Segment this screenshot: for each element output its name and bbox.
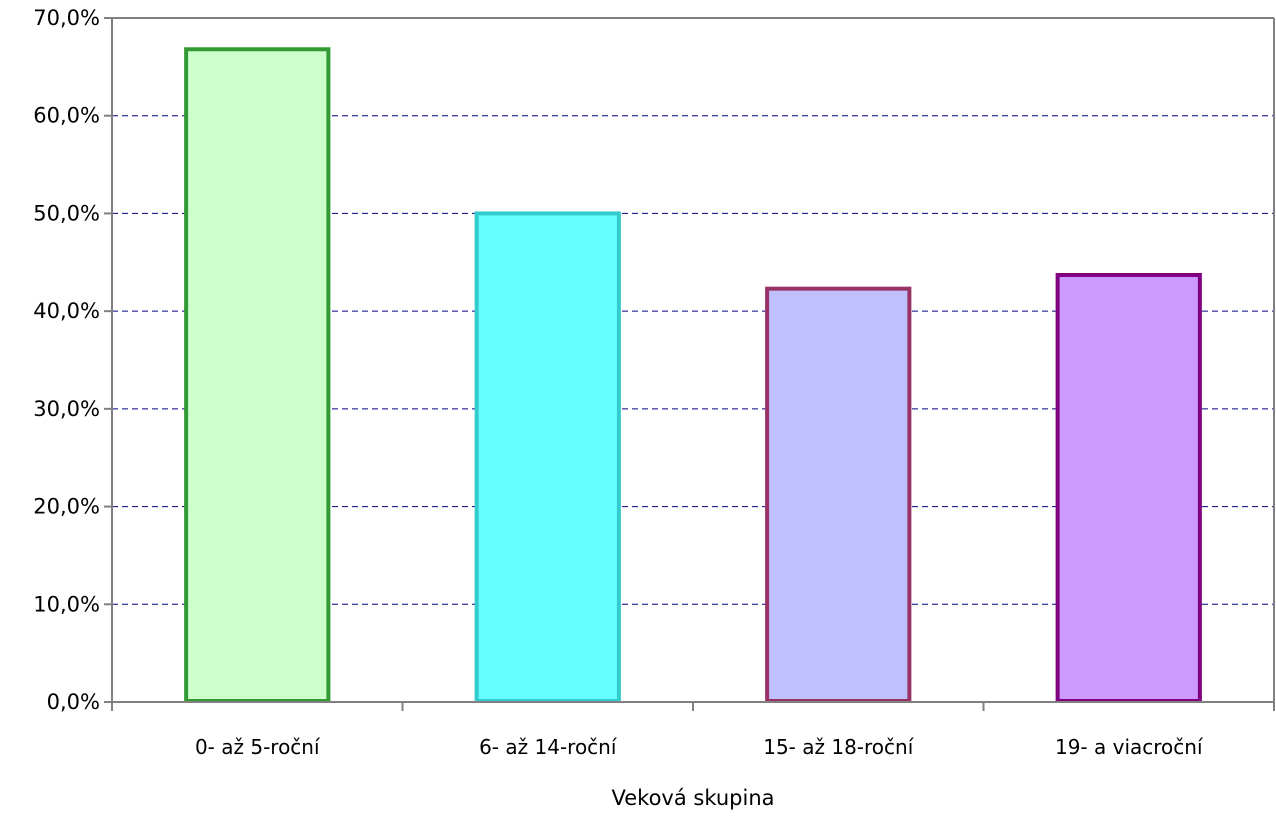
y-tick-label: 0,0%: [47, 690, 100, 714]
x-tick-label: 6- až 14-roční: [479, 735, 618, 759]
y-tick-label: 10,0%: [33, 592, 100, 616]
x-tick-label: 19- a viacroční: [1055, 735, 1204, 759]
x-tick-label: 0- až 5-roční: [195, 735, 321, 759]
y-tick-label: 20,0%: [33, 495, 100, 519]
bar: [765, 286, 912, 703]
tick-labels: 0,0% 10,0% 20,0% 30,0% 40,0% 50,0% 60,0% 70,0% 0…: [33, 6, 1204, 759]
y-tick-label: 50,0%: [33, 201, 100, 225]
x-axis-title: Veková skupina: [612, 786, 775, 810]
y-tick-label: 30,0%: [33, 397, 100, 421]
x-tick-label: 15- až 18-roční: [763, 735, 914, 759]
y-tick-label: 70,0%: [33, 6, 100, 30]
bar: [1055, 272, 1202, 703]
bar: [184, 47, 331, 704]
axis-ticks: [104, 17, 1275, 711]
bar: [474, 211, 621, 704]
bars: [184, 47, 1202, 704]
y-tick-label: 40,0%: [33, 299, 100, 323]
y-tick-label: 60,0%: [33, 104, 100, 128]
